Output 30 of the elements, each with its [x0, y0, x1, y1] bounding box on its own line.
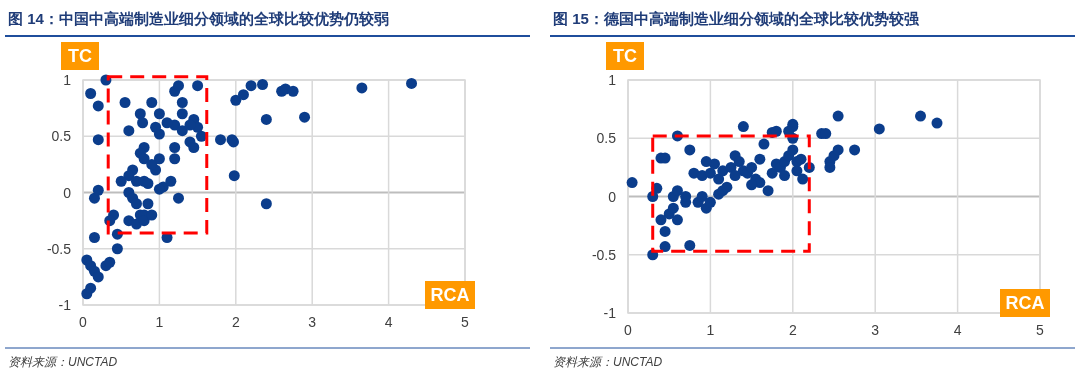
x-tick-label: 1	[155, 314, 164, 330]
x-tick-label: 0	[79, 314, 88, 330]
x-tick-label: 1	[706, 322, 715, 338]
x-tick-label: 4	[953, 322, 962, 338]
x-tick-label: 2	[788, 322, 797, 338]
x-tick-label: 3	[871, 322, 880, 338]
x-tick-label: 0	[624, 322, 633, 338]
y-tick-label: -0.5	[591, 246, 617, 263]
x-tick-label: 5	[461, 314, 470, 330]
y-tick-label: 0	[608, 188, 617, 205]
y-tick-label: 0.5	[51, 128, 72, 145]
y-tick-label: -0.5	[46, 240, 72, 257]
x-axis-title: RCA	[1005, 293, 1045, 313]
y-tick-label: 1	[63, 72, 72, 88]
x-tick-label: 5	[1036, 322, 1045, 338]
chart-title: 图 14：中国中高端制造业细分领域的全球比较优势仍较弱	[8, 10, 389, 27]
x-tick-label: 3	[308, 314, 317, 330]
x-tick-label: 4	[384, 314, 393, 330]
text: 资料来源：UNCTAD	[8, 355, 118, 369]
y-axis-title: TC	[613, 46, 637, 66]
y-tick-label: 0.5	[596, 130, 617, 147]
y-tick-label: -1	[58, 297, 72, 313]
y-tick-label: -1	[603, 305, 617, 321]
y-tick-label: 1	[608, 72, 617, 88]
x-axis-title: RCA	[430, 285, 470, 305]
chart-title: 图 15：德国中高端制造业细分领域的全球比较优势较强	[553, 10, 920, 27]
text: 资料来源：UNCTAD	[553, 355, 663, 369]
x-tick-label: 2	[231, 314, 240, 330]
y-tick-label: 0	[63, 184, 72, 201]
y-axis-title: TC	[68, 46, 92, 66]
